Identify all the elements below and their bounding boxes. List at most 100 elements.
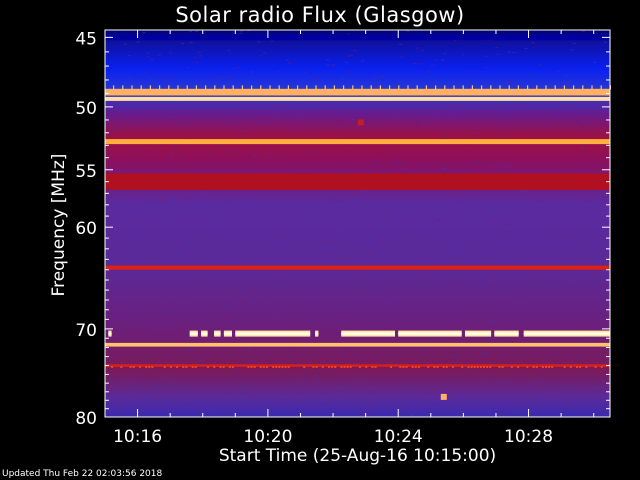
interference-dot	[328, 366, 330, 368]
noise-pixel	[561, 235, 565, 237]
noise-pixel	[480, 282, 484, 284]
noise-pixel	[244, 391, 248, 393]
band-marker	[389, 85, 391, 90]
noise-pixel	[143, 72, 147, 74]
noise-pixel	[504, 339, 508, 341]
interference-dot	[526, 366, 529, 368]
noise-pixel	[420, 350, 424, 352]
noise-pixel	[353, 50, 356, 52]
noise-pixel	[361, 60, 365, 62]
band-marker	[343, 85, 345, 90]
noise-pixel	[162, 200, 166, 202]
noise-pixel	[270, 155, 273, 157]
noise-pixel	[208, 408, 212, 410]
noise-pixel	[483, 386, 487, 388]
noise-pixel	[106, 108, 110, 110]
burst-core	[398, 332, 462, 335]
noise-pixel	[176, 123, 180, 125]
noise-pixel	[279, 396, 283, 397]
noise-pixel	[220, 144, 224, 146]
noise-pixel	[413, 63, 417, 64]
noise-pixel	[456, 325, 460, 327]
noise-pixel	[460, 328, 464, 329]
noise-pixel	[434, 229, 438, 231]
noise-pixel	[462, 325, 466, 327]
band-marker	[471, 85, 473, 90]
noise-pixel	[563, 386, 567, 387]
band-marker	[214, 85, 216, 90]
noise-pixel	[154, 330, 158, 332]
noise-pixel	[415, 47, 419, 49]
noise-pixel	[302, 170, 306, 172]
band-marker	[499, 85, 501, 90]
noise-pixel	[452, 354, 456, 356]
band-marker	[554, 85, 556, 90]
noise-pixel	[494, 106, 498, 108]
noise-pixel	[507, 223, 511, 225]
band-marker	[536, 85, 538, 90]
noise-pixel	[297, 391, 301, 393]
interference-dot	[219, 366, 222, 368]
noise-pixel	[313, 310, 317, 312]
noise-pixel	[524, 48, 528, 49]
noise-pixel	[185, 385, 188, 387]
noise-pixel	[333, 261, 337, 263]
noise-pixel	[164, 255, 167, 257]
noise-pixel	[560, 339, 563, 341]
noise-pixel	[604, 41, 607, 43]
noise-pixel	[369, 151, 373, 153]
interference-dot	[576, 366, 578, 368]
noise-pixel	[151, 221, 155, 222]
noise-pixel	[581, 30, 585, 32]
noise-pixel	[360, 189, 364, 191]
interference-dot	[343, 366, 346, 368]
noise-pixel	[172, 162, 176, 164]
noise-pixel	[401, 163, 405, 165]
interference-dot	[247, 366, 250, 368]
noise-pixel	[105, 218, 109, 220]
interference-dot	[272, 366, 275, 368]
noise-pixel	[128, 77, 132, 79]
noise-pixel	[499, 137, 503, 139]
interference-dot	[371, 366, 374, 368]
noise-pixel	[175, 144, 179, 146]
noise-pixel	[175, 253, 179, 255]
noise-pixel	[169, 116, 173, 118]
noise-pixel	[569, 239, 573, 241]
noise-pixel	[299, 32, 303, 34]
noise-pixel	[167, 383, 171, 385]
noise-pixel	[436, 219, 440, 221]
noise-pixel	[510, 326, 513, 328]
noise-pixel	[159, 78, 162, 80]
noise-pixel	[130, 392, 134, 394]
noise-pixel	[238, 134, 242, 136]
y-tick-label: 70	[75, 321, 97, 341]
interference-dot	[569, 366, 572, 368]
noise-pixel	[488, 213, 492, 215]
noise-pixel	[360, 350, 363, 352]
noise-pixel	[114, 161, 118, 163]
noise-pixel	[497, 119, 501, 121]
noise-pixel	[279, 407, 283, 409]
noise-pixel	[126, 390, 130, 392]
band-marker	[398, 85, 400, 90]
noise-pixel	[113, 328, 116, 330]
noise-pixel	[116, 404, 120, 406]
noise-pixel	[424, 282, 428, 284]
band-markers	[113, 85, 611, 90]
noise-pixel	[536, 341, 540, 343]
noise-pixel	[340, 200, 344, 202]
noise-pixel	[541, 241, 545, 243]
noise-pixel	[606, 87, 610, 88]
noise-pixel	[292, 227, 296, 229]
noise-pixel	[298, 293, 302, 295]
noise-pixel	[303, 72, 307, 74]
noise-pixel	[434, 226, 438, 227]
noise-pixel	[319, 397, 323, 399]
band-marker	[278, 85, 280, 90]
noise-pixel	[481, 352, 485, 354]
band-marker	[113, 85, 115, 90]
noise-pixel	[133, 372, 137, 374]
noise-pixel	[456, 252, 459, 253]
noise-pixel	[314, 375, 318, 377]
